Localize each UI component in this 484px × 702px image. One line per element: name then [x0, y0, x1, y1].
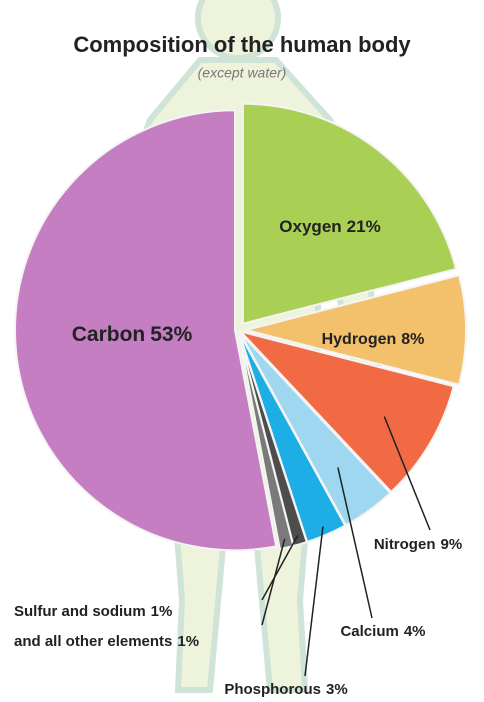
category-label: Nitrogen — [374, 536, 436, 553]
slice-label: Oxygen 21% — [279, 217, 380, 236]
value-label: 1% — [151, 603, 173, 620]
chart-subtitle: (except water) — [198, 65, 287, 81]
category-label: Oxygen — [279, 217, 341, 236]
category-label: Carbon — [72, 323, 146, 346]
leader-line — [304, 526, 324, 677]
value-label: 9% — [440, 536, 462, 553]
pie-slice — [237, 332, 295, 551]
pie-slice — [245, 274, 467, 386]
leader-line — [383, 416, 431, 531]
category-label: Phosphorous — [224, 681, 321, 698]
leader-line — [337, 467, 373, 619]
value-label: 53% — [150, 323, 192, 346]
category-label: Sulfur and sodium — [14, 603, 146, 620]
category-label: Hydrogen — [322, 331, 397, 348]
category-label: Calcium — [340, 623, 398, 640]
slice-label: Phosphorous 3% — [224, 681, 347, 698]
slice-label: and all other elements 1% — [14, 633, 199, 650]
value-label: 1% — [177, 633, 199, 650]
value-label: 8% — [401, 331, 424, 348]
value-label: 21% — [347, 217, 381, 236]
slice-label: Nitrogen 9% — [374, 536, 462, 553]
slice-label: Sulfur and sodium 1% — [14, 603, 172, 620]
category-label: and all other elements — [14, 633, 172, 650]
chart-title: Composition of the human body — [73, 32, 411, 57]
slice-label: Carbon 53% — [72, 323, 193, 346]
pie-slice — [241, 102, 458, 325]
slice-label: Hydrogen 8% — [322, 331, 425, 348]
leader-line — [261, 538, 286, 626]
pie-slice — [237, 329, 455, 494]
value-label: 3% — [326, 681, 348, 698]
value-label: 4% — [404, 623, 426, 640]
pie-slice — [14, 109, 278, 552]
leader-line — [261, 535, 299, 601]
slice-label: Calcium 4% — [340, 623, 425, 640]
